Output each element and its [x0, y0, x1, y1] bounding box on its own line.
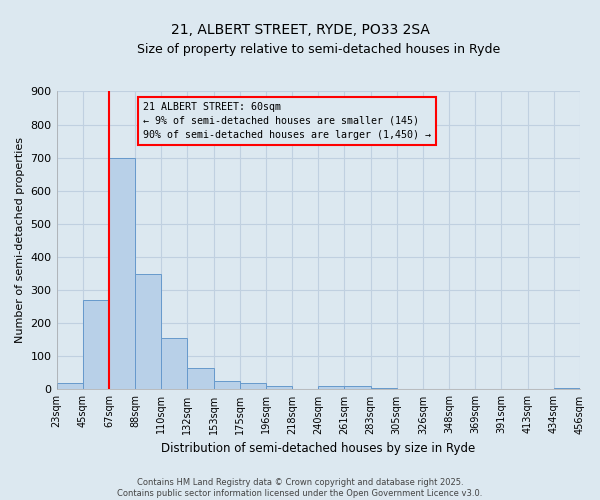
Bar — [83, 300, 109, 390]
Title: Size of property relative to semi-detached houses in Ryde: Size of property relative to semi-detach… — [137, 42, 500, 56]
Bar — [371, 388, 397, 390]
Bar — [56, 383, 83, 390]
Bar — [554, 388, 580, 390]
Bar — [109, 158, 135, 390]
Bar — [161, 338, 187, 390]
Y-axis label: Number of semi-detached properties: Number of semi-detached properties — [15, 138, 25, 344]
Bar — [344, 386, 371, 390]
X-axis label: Distribution of semi-detached houses by size in Ryde: Distribution of semi-detached houses by … — [161, 442, 475, 455]
Bar — [240, 383, 266, 390]
Bar — [214, 381, 240, 390]
Bar — [266, 386, 292, 390]
Text: 21 ALBERT STREET: 60sqm
← 9% of semi-detached houses are smaller (145)
90% of se: 21 ALBERT STREET: 60sqm ← 9% of semi-det… — [143, 102, 431, 140]
Text: Contains HM Land Registry data © Crown copyright and database right 2025.
Contai: Contains HM Land Registry data © Crown c… — [118, 478, 482, 498]
Text: 21, ALBERT STREET, RYDE, PO33 2SA: 21, ALBERT STREET, RYDE, PO33 2SA — [170, 22, 430, 36]
Bar — [318, 386, 344, 390]
Bar — [135, 274, 161, 390]
Bar — [187, 368, 214, 390]
